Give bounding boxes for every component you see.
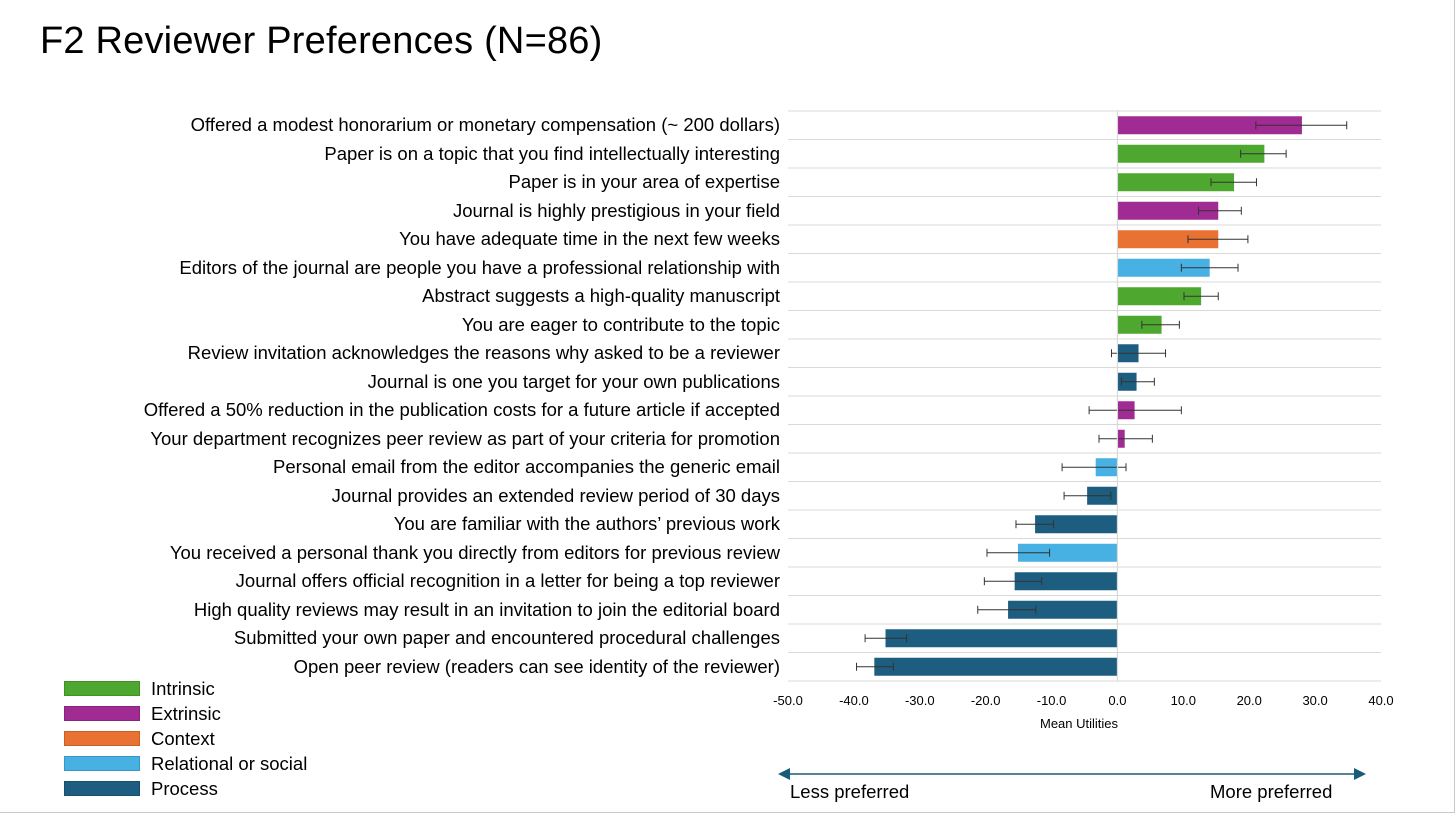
category-label: Paper is in your area of expertise — [508, 171, 780, 193]
legend-item: Intrinsic — [64, 676, 307, 701]
category-label: Personal email from the editor accompani… — [273, 456, 780, 478]
category-label: Offered a modest honorarium or monetary … — [190, 114, 780, 136]
arrow-left-head — [778, 768, 790, 780]
more-preferred-label: More preferred — [1210, 781, 1333, 802]
bar-4 — [1117, 201, 1219, 220]
legend-label: Intrinsic — [151, 677, 215, 699]
x-axis-label: Mean Utilities — [1040, 716, 1119, 731]
category-labels: Offered a modest honorarium or monetary … — [0, 0, 780, 700]
bar-8 — [1117, 315, 1162, 334]
legend-label: Relational or social — [151, 752, 308, 774]
category-label: You are eager to contribute to the topic — [461, 313, 780, 335]
bar-17 — [1014, 572, 1118, 591]
category-label: High quality reviews may result in an in… — [193, 598, 780, 620]
legend-label: Context — [151, 727, 215, 749]
bar-5 — [1117, 230, 1219, 249]
x-tick-label: -20.0 — [971, 693, 1001, 708]
category-label: Journal is one you target for your own p… — [367, 370, 780, 392]
bar-3 — [1117, 173, 1235, 192]
less-preferred-label: Less preferred — [790, 781, 910, 802]
x-tick-label: 40.0 — [1368, 693, 1393, 708]
bar-1 — [1117, 116, 1302, 135]
legend: Intrinsic Extrinsic Context Relational or s… — [64, 676, 307, 801]
x-tick-label: 0.0 — [1108, 693, 1126, 708]
category-label: Review invitation acknowledges the reaso… — [187, 342, 780, 364]
x-tick-label: 10.0 — [1171, 693, 1196, 708]
x-tick-label: -40.0 — [839, 693, 869, 708]
category-label: Offered a 50% reduction in the publicati… — [143, 399, 780, 421]
category-label: Journal provides an extended review peri… — [331, 484, 780, 506]
category-label: Journal is highly prestigious in your fi… — [452, 199, 780, 221]
bar-15 — [1035, 515, 1118, 534]
bar-6 — [1117, 258, 1210, 277]
category-label: Journal offers official recognition in a… — [235, 570, 780, 592]
bar-16 — [1017, 543, 1118, 562]
legend-item: Process — [64, 776, 307, 801]
legend-swatch — [64, 706, 140, 721]
x-tick-label: -50.0 — [773, 693, 803, 708]
category-label: Open peer review (readers can see identi… — [293, 655, 780, 677]
bar-7 — [1117, 287, 1202, 306]
bar-20 — [874, 657, 1118, 676]
x-tick-label: -10.0 — [1037, 693, 1067, 708]
legend-swatch — [64, 681, 140, 696]
category-label: Paper is on a topic that you find intell… — [324, 142, 780, 164]
category-label: You have adequate time in the next few w… — [399, 228, 780, 250]
bar-19 — [885, 629, 1118, 648]
legend-swatch — [64, 756, 140, 771]
x-tick-label: 30.0 — [1302, 693, 1327, 708]
category-label: You are familiar with the authors’ previ… — [393, 513, 780, 535]
legend-label: Process — [151, 777, 218, 799]
bar-18 — [1008, 600, 1118, 619]
category-label: Your department recognizes peer review a… — [150, 427, 780, 449]
legend-swatch — [64, 731, 140, 746]
legend-item: Relational or social — [64, 751, 307, 776]
x-tick-label: -30.0 — [905, 693, 935, 708]
category-label: Editors of the journal are people you ha… — [179, 256, 780, 278]
legend-item: Context — [64, 726, 307, 751]
bar-2 — [1117, 144, 1265, 163]
chart-title: F2 Reviewer Preferences (N=86) — [40, 20, 603, 62]
legend-swatch — [64, 781, 140, 796]
legend-label: Extrinsic — [151, 702, 221, 724]
category-label: You received a personal thank you direct… — [169, 541, 780, 563]
category-label: Submitted your own paper and encountered… — [233, 627, 780, 649]
legend-item: Extrinsic — [64, 701, 307, 726]
arrow-right-head — [1354, 768, 1366, 780]
x-tick-label: 20.0 — [1237, 693, 1262, 708]
category-label: Abstract suggests a high-quality manuscr… — [422, 285, 780, 307]
